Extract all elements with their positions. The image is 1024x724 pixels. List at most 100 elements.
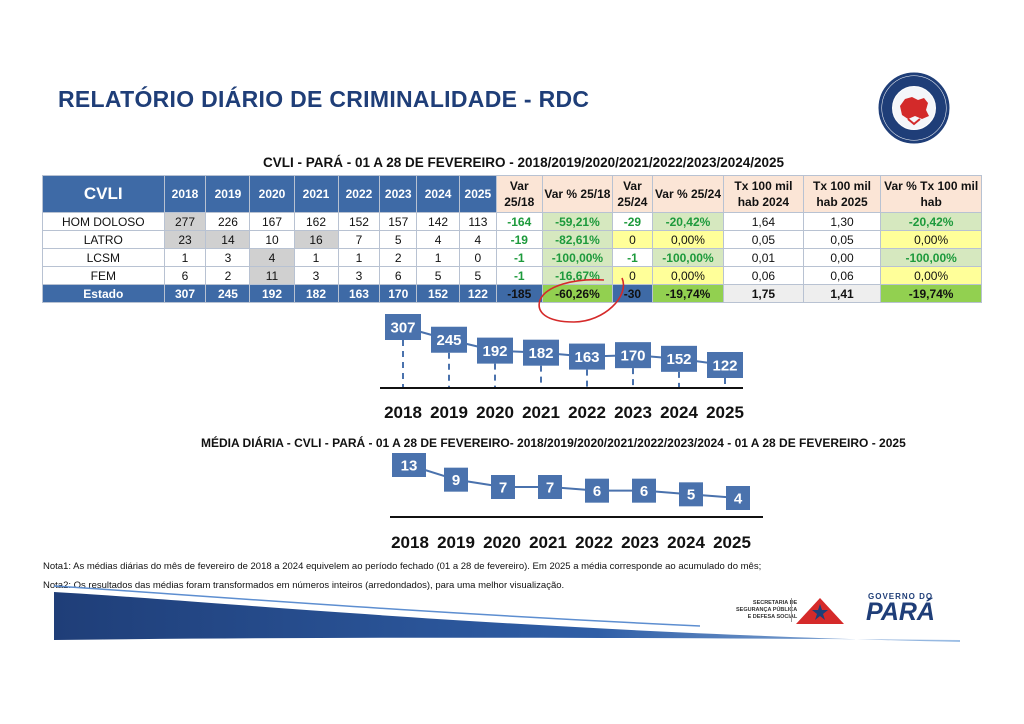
table-cell: 0,00%	[651, 266, 725, 285]
table-cell: 122	[459, 284, 497, 303]
data-point-marker	[585, 478, 609, 503]
table-corner-label: CVLI	[42, 175, 165, 213]
row-label: LATRO	[42, 230, 165, 249]
data-point-marker	[538, 475, 562, 499]
table-cell: 6	[379, 266, 418, 285]
table-cell: 192	[249, 284, 295, 303]
table-cell: 163	[337, 284, 381, 303]
table-cell: 2	[205, 266, 251, 285]
data-point-marker	[679, 482, 703, 507]
data-point-marker	[726, 486, 750, 510]
cvli-table: CVLI 2018 2019 2020 2021 2022 2023 2024 …	[42, 175, 982, 303]
table-cell: 0	[612, 230, 653, 249]
table-cell: 2	[379, 248, 418, 267]
col-header: 2021	[293, 175, 339, 213]
table-cell: 11	[249, 266, 295, 285]
table-cell: 0,00%	[880, 230, 982, 249]
table-cell: 0,05	[723, 230, 804, 249]
table-cell: 23	[163, 230, 207, 249]
note-2: Nota2: Os resultados das médias foram tr…	[43, 580, 565, 591]
x-tick-label: 2020	[483, 533, 521, 552]
col-header: 2024	[416, 175, 461, 213]
col-header: Var % 25/24	[651, 175, 725, 213]
x-tick-label: 2022	[575, 533, 613, 552]
x-tick-label: 2020	[476, 403, 514, 422]
note-1: Nota1: As médias diárias do mês de fever…	[43, 561, 762, 572]
table-cell: 170	[379, 284, 418, 303]
data-label: 192	[482, 343, 507, 360]
table-cell: 152	[337, 212, 381, 231]
data-label: 182	[528, 345, 553, 362]
table-title: CVLI - PARÁ - 01 A 28 DE FEVEREIRO - 201…	[263, 155, 785, 170]
data-point-marker	[632, 478, 656, 503]
table-cell: -164	[495, 212, 543, 231]
table-cell: 1	[337, 248, 381, 267]
table-cell: 5	[379, 230, 418, 249]
table-cell: 277	[163, 212, 207, 231]
table-cell: -20,42%	[651, 212, 725, 231]
table-cell: -100,00%	[880, 248, 982, 267]
table-cell: 1,30	[802, 212, 882, 231]
table-cell: 10	[249, 230, 295, 249]
chart2-year-labels: 2018 2019 2020 2021 2022 2023 2024 2025	[387, 533, 755, 553]
table-cell: -60,26%	[541, 284, 614, 303]
table-cell: 4	[249, 248, 295, 267]
table-cell: -20,42%	[880, 212, 982, 231]
data-label: 163	[574, 349, 599, 366]
table-cell: 0,00%	[651, 230, 725, 249]
x-tick-label: 2022	[568, 403, 606, 422]
daily-average-title: MÉDIA DIÁRIA - CVLI - PARÁ - 01 A 28 DE …	[201, 436, 906, 450]
table-row: LATRO 23 14 10 16 7 5 4 4 -19 -82,61% 0 0,00% 0,05 0,0…	[42, 230, 982, 249]
table-cell: 182	[293, 284, 339, 303]
x-tick-label: 2018	[384, 403, 422, 422]
table-cell: 0,00%	[880, 266, 982, 285]
table-cell: 0,01	[723, 248, 804, 267]
data-label: 9	[452, 472, 460, 489]
data-label: 307	[390, 319, 415, 336]
table-row: FEM 6 2 11 3 3 6 5 5 -1 -16,67% 0 0,00% 0,06 0,06 0,00%	[42, 266, 982, 285]
col-header: Tx 100 mil hab 2024	[723, 175, 804, 213]
table-cell: 162	[293, 212, 339, 231]
table-cell: 3	[337, 266, 381, 285]
x-tick-label: 2024	[660, 403, 698, 422]
cvli-trend-chart: 307 245 192 182 163 170 152 122	[380, 314, 743, 389]
col-header: Var 25/18	[495, 175, 543, 213]
data-point-marker	[392, 453, 426, 477]
col-header: 2022	[337, 175, 381, 213]
col-header: 2023	[379, 175, 418, 213]
table-cell: 152	[416, 284, 461, 303]
x-tick-label: 2018	[391, 533, 429, 552]
x-tick-label: 2025	[706, 403, 744, 422]
data-point-marker	[523, 339, 559, 366]
gov-label: GOVERNO DO	[868, 592, 934, 601]
x-tick-label: 2021	[529, 533, 567, 552]
secretaria-line: SECRETARIA DE	[752, 600, 798, 606]
table-cell: 1	[163, 248, 207, 267]
table-cell: 16	[293, 230, 339, 249]
table-cell: 0	[459, 248, 497, 267]
x-tick-label: 2019	[437, 533, 475, 552]
table-cell: 4	[416, 230, 461, 249]
x-tick-label: 2021	[522, 403, 560, 422]
col-header: Var % Tx 100 mil hab	[880, 175, 982, 213]
table-cell: 0,06	[802, 266, 882, 285]
col-header: 2019	[205, 175, 251, 213]
data-point-marker	[477, 337, 513, 364]
table-cell: -100,00%	[541, 248, 614, 267]
table-cell: 0,00	[802, 248, 882, 267]
row-label: HOM DOLOSO	[42, 212, 165, 231]
table-header-row: CVLI 2018 2019 2020 2021 2022 2023 2024 …	[42, 175, 982, 213]
table-cell: 167	[249, 212, 295, 231]
data-point-marker	[569, 343, 605, 370]
data-label: 13	[401, 457, 418, 474]
data-label: 6	[593, 483, 601, 500]
table-row: LCSM 1 3 4 1 1 2 1 0 -1 -100,00% -1 -100,00% 0,01 0,00…	[42, 248, 982, 267]
data-label: 5	[687, 487, 695, 504]
secretaria-line: E DEFESA SOCIAL	[747, 614, 798, 620]
table-cell: 3	[293, 266, 339, 285]
table-cell: 4	[459, 230, 497, 249]
table-cell: 1	[293, 248, 339, 267]
table-cell: 142	[416, 212, 461, 231]
table-cell: 226	[205, 212, 251, 231]
table-cell: 0,05	[802, 230, 882, 249]
